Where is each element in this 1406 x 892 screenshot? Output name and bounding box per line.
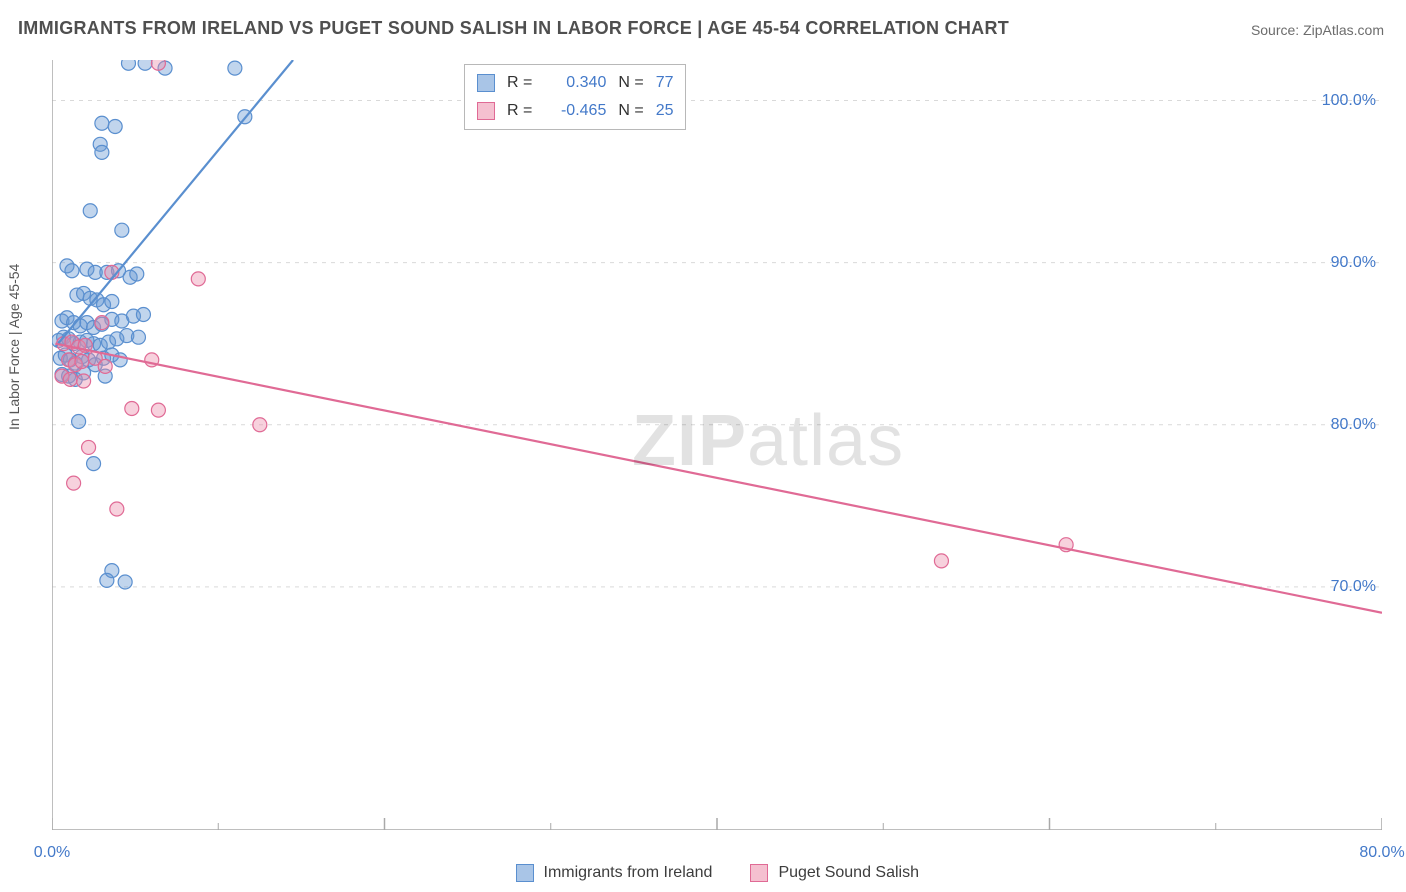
swatch-pink [750, 864, 768, 882]
swatch-pink [477, 102, 495, 120]
y-axis-label: In Labor Force | Age 45-54 [6, 264, 22, 430]
r-value-pink: -0.465 [544, 97, 606, 125]
chart-title: IMMIGRANTS FROM IRELAND VS PUGET SOUND S… [18, 18, 1009, 39]
r-label: R = [507, 69, 532, 97]
n-label: N = [618, 97, 643, 125]
series-label-blue: Immigrants from Ireland [544, 864, 713, 882]
n-value-pink: 25 [656, 97, 674, 125]
r-label: R = [507, 97, 532, 125]
x-tick-label: 80.0% [1359, 844, 1404, 862]
swatch-blue [516, 864, 534, 882]
legend-row-pink: R = -0.465 N = 25 [477, 97, 673, 125]
y-tick-label: 80.0% [1331, 416, 1376, 434]
n-label: N = [618, 69, 643, 97]
y-tick-label: 100.0% [1322, 92, 1376, 110]
r-value-blue: 0.340 [544, 69, 606, 97]
chart-source: Source: ZipAtlas.com [1251, 22, 1384, 38]
y-tick-label: 70.0% [1331, 578, 1376, 596]
n-value-blue: 77 [656, 69, 674, 97]
correlation-legend: R = 0.340 N = 77 R = -0.465 N = 25 [464, 64, 686, 130]
swatch-blue [477, 74, 495, 92]
y-tick-label: 90.0% [1331, 254, 1376, 272]
x-tick-label: 0.0% [34, 844, 70, 862]
plot-area: R = 0.340 N = 77 R = -0.465 N = 25 ZIPat… [52, 60, 1382, 830]
scatter-chart-svg [52, 60, 1382, 830]
legend-row-blue: R = 0.340 N = 77 [477, 69, 673, 97]
series-legend: Immigrants from Ireland Puget Sound Salis… [516, 864, 919, 882]
series-label-pink: Puget Sound Salish [778, 864, 919, 882]
